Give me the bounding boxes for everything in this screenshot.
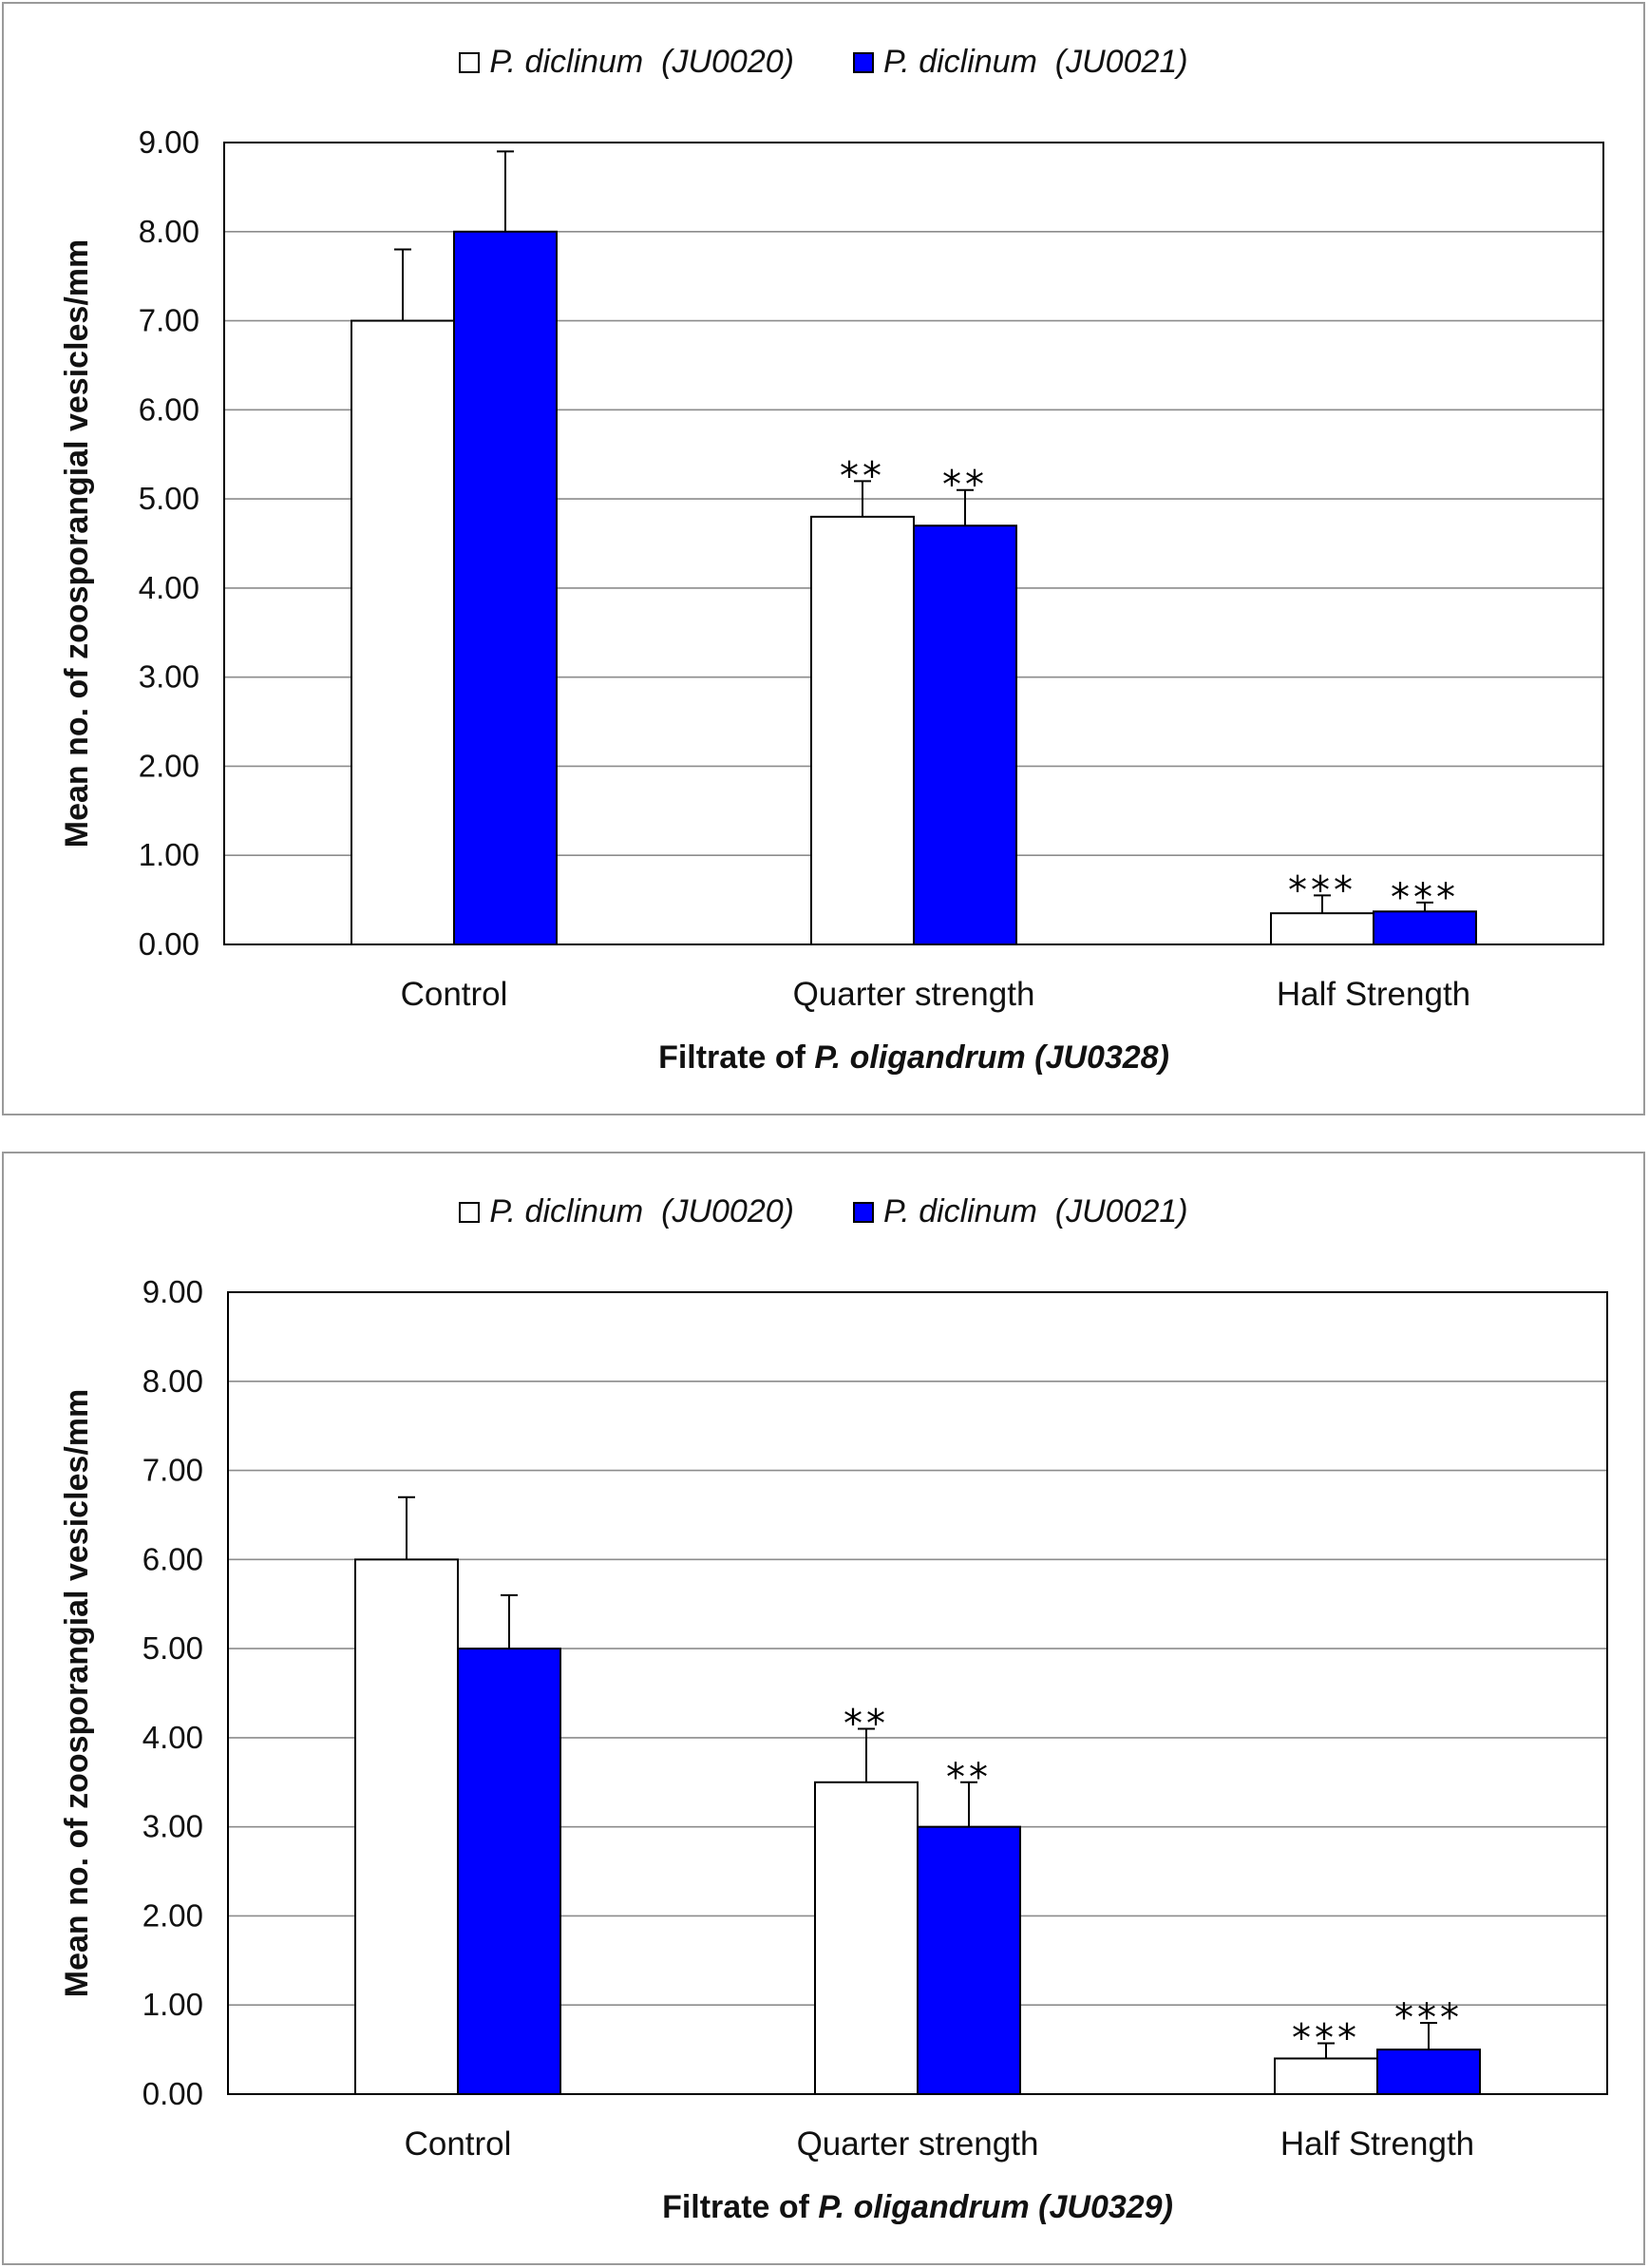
y-tick-label: 5.00 xyxy=(142,1630,203,1666)
significance-marker: ** xyxy=(946,1756,992,1800)
legend-swatch-white xyxy=(459,1201,481,1223)
x-axis-label: Filtrate of P. oligandrum (JU0329) xyxy=(662,2189,1173,2225)
significance-marker: ** xyxy=(843,1703,889,1746)
legend-swatch-blue xyxy=(853,1201,874,1223)
x-axis-label: Filtrate of P. oligandrum (JU0328) xyxy=(658,1039,1169,1076)
y-tick-label: 3.00 xyxy=(139,659,199,695)
significance-marker: *** xyxy=(1288,868,1356,912)
x-axis-label-species: P. oligandrum (JU0328) xyxy=(814,1039,1169,1076)
legend-item-ju0021: P. diclinum (JU0021) xyxy=(853,1193,1188,1230)
bar-half-strength-series-2 xyxy=(1373,910,1477,946)
bar-quarter-strength-series-2 xyxy=(913,524,1017,945)
y-tick-label: 7.00 xyxy=(142,1453,203,1488)
y-tick-label: 2.00 xyxy=(142,1897,203,1933)
bar-control-series-2 xyxy=(457,1648,561,2095)
bar-half-strength-series-1 xyxy=(1274,2057,1378,2096)
chart-legend: P. diclinum (JU0020) P. diclinum (JU0021… xyxy=(4,1193,1643,1230)
bar-control-series-1 xyxy=(351,319,455,945)
y-tick-label: 9.00 xyxy=(142,1274,203,1309)
y-tick-label: 0.00 xyxy=(142,2076,203,2111)
y-tick-label: 9.00 xyxy=(139,124,199,160)
bar-quarter-strength-series-1 xyxy=(814,1781,919,2095)
significance-marker: ** xyxy=(840,454,885,498)
bar-chart-svg: 0.00 1.00 2.00 3.00 4.00 5.00 6.00 7.00 8.00 9.00… xyxy=(59,124,1604,1076)
y-tick-label: 4.00 xyxy=(142,1720,203,1755)
y-tick-label: 4.00 xyxy=(139,570,199,605)
legend-swatch-blue xyxy=(853,51,874,73)
legend-label: P. diclinum (JU0020) xyxy=(489,1193,794,1229)
legend-label: P. diclinum (JU0020) xyxy=(489,44,794,80)
y-tick-label: 2.00 xyxy=(139,748,199,783)
y-tick-label: 8.00 xyxy=(142,1363,203,1399)
legend-item-ju0020: P. diclinum (JU0020) xyxy=(459,44,794,81)
y-tick-label: 0.00 xyxy=(139,926,199,962)
y-tick-label: 6.00 xyxy=(142,1541,203,1576)
x-axis-label-prefix: Filtrate of xyxy=(658,1039,814,1076)
y-tick-label: 3.00 xyxy=(142,1809,203,1844)
significance-marker: *** xyxy=(1391,876,1459,920)
y-axis-label: Mean no. of zoosporangial vesicles/mm xyxy=(59,239,95,848)
x-category-label: Half Strength xyxy=(1277,976,1470,1013)
x-category-label: Control xyxy=(405,2125,512,2163)
x-category-label: Half Strength xyxy=(1280,2125,1474,2163)
bar-control-series-1 xyxy=(354,1558,459,2096)
x-category-label: Quarter strength xyxy=(797,2125,1039,2163)
chart-panel-2: P. diclinum (JU0020) P. diclinum (JU0021… xyxy=(2,1152,1645,2265)
y-tick-label: 8.00 xyxy=(139,214,199,249)
significance-marker: *** xyxy=(1292,2017,1360,2061)
y-tick-label: 1.00 xyxy=(142,1987,203,2022)
significance-marker: ** xyxy=(942,464,988,507)
chart-panel-1: P. diclinum (JU0020) P. diclinum (JU0021… xyxy=(2,2,1645,1115)
bar-quarter-strength-series-2 xyxy=(917,1825,1021,2096)
y-axis-label: Mean no. of zoosporangial vesicles/mm xyxy=(59,1389,95,1998)
y-tick-label: 1.00 xyxy=(139,837,199,872)
x-axis-label-prefix: Filtrate of xyxy=(662,2189,818,2225)
bar-chart-svg: 0.00 1.00 2.00 3.00 4.00 5.00 6.00 7.00 8.00 9.00… xyxy=(59,1274,1608,2225)
y-tick-label: 5.00 xyxy=(139,481,199,516)
y-tick-label: 7.00 xyxy=(139,303,199,338)
x-axis-label-species: P. oligandrum (JU0329) xyxy=(818,2189,1173,2225)
bar-half-strength-series-2 xyxy=(1376,2049,1481,2095)
bar-quarter-strength-series-1 xyxy=(810,515,915,945)
legend-item-ju0021: P. diclinum (JU0021) xyxy=(853,44,1188,81)
x-category-label: Quarter strength xyxy=(793,976,1035,1013)
significance-marker: *** xyxy=(1394,1996,1463,2040)
bar-half-strength-series-1 xyxy=(1270,912,1374,946)
legend-item-ju0020: P. diclinum (JU0020) xyxy=(459,1193,794,1230)
chart-legend: P. diclinum (JU0020) P. diclinum (JU0021… xyxy=(4,44,1643,81)
legend-label: P. diclinum (JU0021) xyxy=(883,44,1188,80)
bar-control-series-2 xyxy=(453,230,558,945)
x-category-label: Control xyxy=(401,976,508,1013)
legend-swatch-white xyxy=(459,51,481,73)
y-tick-label: 6.00 xyxy=(139,391,199,427)
legend-label: P. diclinum (JU0021) xyxy=(883,1193,1188,1229)
